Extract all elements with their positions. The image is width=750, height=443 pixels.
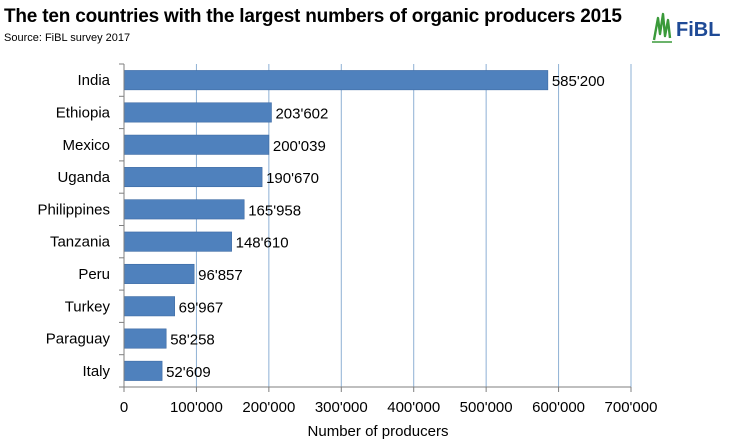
category-label: Turkey — [65, 298, 111, 315]
bars — [123, 70, 549, 381]
x-tick-label: 300'000 — [315, 399, 368, 416]
x-tick-label: 500'000 — [460, 399, 513, 416]
data-label: 203'602 — [275, 105, 328, 122]
data-label: 165'958 — [248, 202, 301, 219]
data-label: 585'200 — [552, 73, 605, 90]
chart-source: Source: FiBL survey 2017 — [4, 32, 131, 44]
x-tick-label: 200'000 — [242, 399, 295, 416]
bar-uganda — [123, 167, 263, 188]
category-label: Philippines — [37, 201, 110, 218]
x-tick-label: 100'000 — [170, 399, 223, 416]
labels: 0 100'000 200'000 300'000 400'000 500'000 600'… — [37, 72, 657, 416]
data-label: 200'039 — [273, 138, 326, 155]
fibl-logo: FiBL — [652, 12, 720, 43]
x-tick-label: 0 — [120, 399, 128, 416]
fibl-logo-icon — [652, 12, 672, 43]
x-tick-label: 700'000 — [605, 399, 658, 416]
data-label: 52'609 — [166, 364, 211, 381]
bar-paraguay — [123, 328, 167, 349]
category-label: India — [77, 72, 110, 89]
x-axis-title: Number of producers — [308, 423, 449, 440]
bar-italy — [123, 360, 163, 381]
category-label: Uganda — [57, 169, 110, 186]
bar-tanzania — [123, 231, 232, 252]
data-label: 58'258 — [170, 332, 215, 349]
category-label: Ethiopia — [56, 104, 111, 121]
x-tick-label: 400'000 — [387, 399, 440, 416]
bar-turkey — [123, 296, 175, 317]
data-label: 190'670 — [266, 170, 319, 187]
category-label: Tanzania — [50, 234, 111, 251]
bar-philippines — [123, 199, 245, 220]
bar-india — [123, 70, 549, 91]
bar-ethiopia — [123, 102, 272, 123]
data-label: 148'610 — [236, 235, 289, 252]
data-label: 96'857 — [198, 267, 243, 284]
gridlines — [195, 64, 632, 387]
bar-peru — [123, 263, 195, 284]
fibl-logo-text: FiBL — [676, 19, 720, 41]
category-label: Paraguay — [46, 331, 111, 348]
chart-title: The ten countries with the largest numbe… — [4, 6, 622, 27]
x-tick-label: 600'000 — [532, 399, 585, 416]
category-label: Italy — [82, 363, 110, 380]
data-label: 69'967 — [179, 299, 224, 316]
category-label: Peru — [78, 266, 110, 283]
bar-mexico — [123, 134, 270, 155]
axes — [119, 63, 632, 392]
category-label: Mexico — [62, 137, 110, 154]
